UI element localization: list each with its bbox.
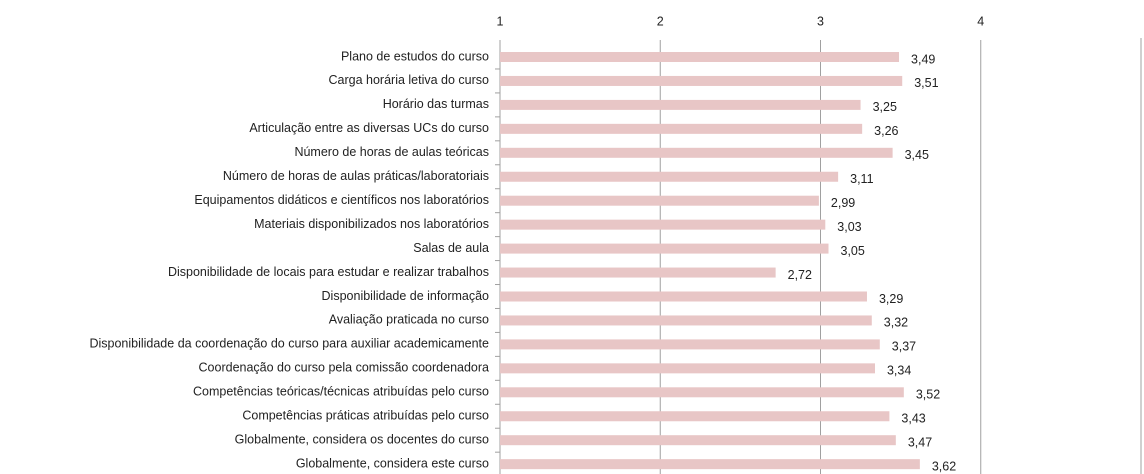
x-tick-label: 4 xyxy=(977,14,984,28)
y-tick-label: Número de horas de aulas teóricas xyxy=(294,145,489,159)
data-label: 3,26 xyxy=(874,124,898,138)
bar xyxy=(500,52,900,62)
bar xyxy=(500,459,920,470)
y-tick-label: Materiais disponibilizados nos laboratór… xyxy=(254,217,489,231)
y-tick-label: Horário das turmas xyxy=(383,97,489,111)
data-label: 3,11 xyxy=(850,172,873,186)
y-tick-label: Avaliação praticada no curso xyxy=(329,313,489,327)
x-tick-label: 3 xyxy=(817,14,824,28)
bar xyxy=(500,387,904,398)
y-tick-label: Número de horas de aulas práticas/labora… xyxy=(223,169,489,183)
x-tick-label: 2 xyxy=(657,14,664,28)
data-label: 3,25 xyxy=(873,100,897,114)
y-tick-label: Salas de aula xyxy=(413,241,489,255)
data-label: 3,45 xyxy=(905,148,929,162)
data-label: 3,34 xyxy=(887,364,911,378)
data-label: 3,47 xyxy=(908,435,932,449)
bar xyxy=(500,99,861,110)
data-label: 3,62 xyxy=(932,459,956,473)
bar xyxy=(500,219,826,230)
bar xyxy=(500,195,819,206)
y-tick-label: Competências práticas atribuídas pelo cu… xyxy=(242,409,489,423)
data-label: 3,43 xyxy=(901,412,925,426)
bar xyxy=(500,315,872,326)
data-label: 3,32 xyxy=(884,316,908,330)
bar xyxy=(500,435,896,446)
y-tick-label: Globalmente, considera os docentes do cu… xyxy=(235,432,489,446)
y-tick-label: Coordenação do curso pela comissão coord… xyxy=(199,361,490,375)
y-tick-label: Equipamentos didáticos e científicos nos… xyxy=(194,193,489,207)
bar xyxy=(500,147,893,158)
bar xyxy=(500,363,875,374)
y-tick-label: Carga horária letiva do curso xyxy=(329,73,490,87)
y-tick-label: Disponibilidade de locais para estudar e… xyxy=(168,265,489,279)
bar xyxy=(500,75,903,86)
y-tick-label: Globalmente, considera este curso xyxy=(296,456,489,470)
data-label: 3,37 xyxy=(892,340,916,354)
bar xyxy=(500,339,880,350)
data-label: 3,05 xyxy=(841,244,865,258)
data-label: 3,51 xyxy=(914,76,938,90)
y-tick-label: Disponibilidade da coordenação do curso … xyxy=(89,337,489,351)
bar xyxy=(500,291,867,302)
data-label: 3,49 xyxy=(911,52,935,66)
bar xyxy=(500,411,890,422)
data-label: 2,99 xyxy=(831,196,855,210)
data-label: 3,29 xyxy=(879,292,903,306)
bar xyxy=(500,267,776,278)
y-tick-label: Competências teóricas/técnicas atribuída… xyxy=(193,385,489,399)
bar xyxy=(500,123,863,134)
data-label: 2,72 xyxy=(788,268,812,282)
data-label: 3,03 xyxy=(837,220,861,234)
data-label: 3,52 xyxy=(916,388,940,402)
y-tick-label: Articulação entre as diversas UCs do cur… xyxy=(249,121,489,135)
bar xyxy=(500,171,839,182)
x-tick-label: 1 xyxy=(497,14,504,28)
y-tick-label: Disponibilidade de informação xyxy=(322,289,490,303)
bar xyxy=(500,243,829,254)
y-tick-label: Plano de estudos do curso xyxy=(341,49,489,63)
